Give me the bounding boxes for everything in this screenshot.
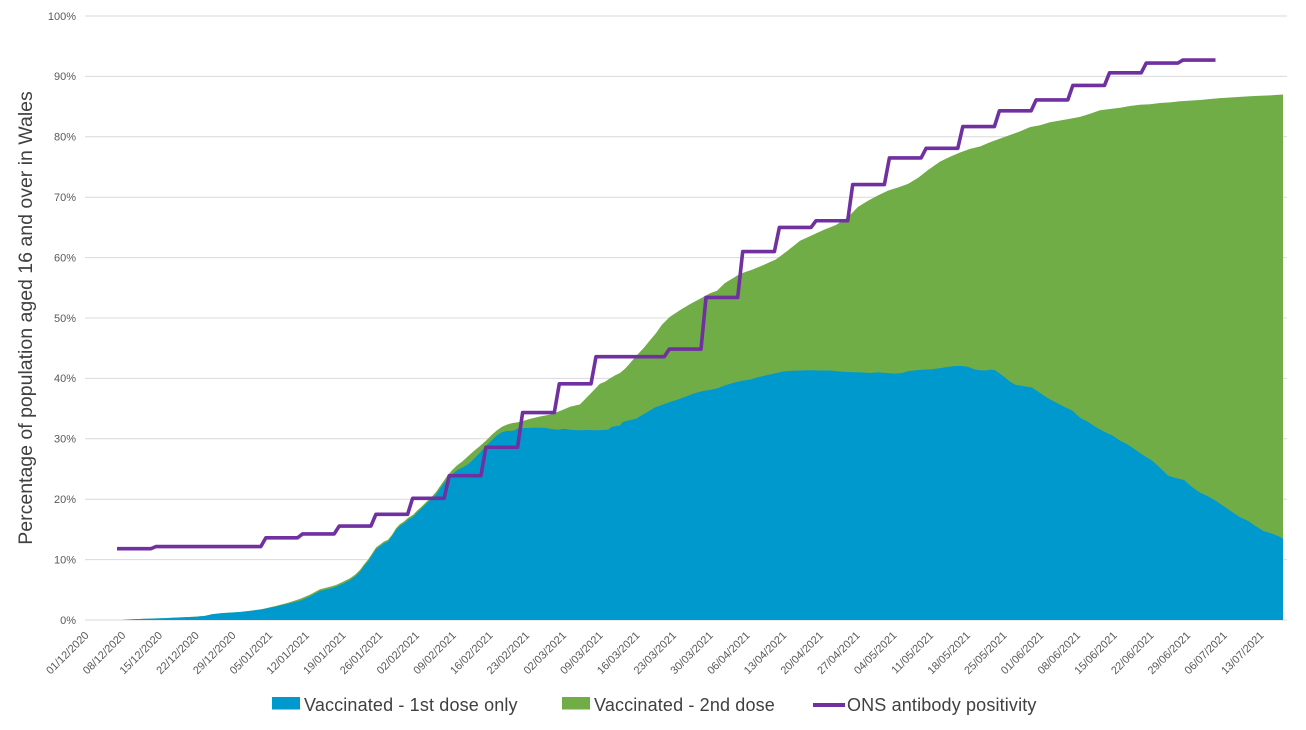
- svg-text:ONS antibody positivity: ONS antibody positivity: [847, 695, 1037, 715]
- svg-text:30%: 30%: [54, 434, 76, 446]
- svg-text:90%: 90%: [54, 71, 76, 83]
- svg-text:Vaccinated - 1st dose only: Vaccinated - 1st dose only: [304, 695, 518, 715]
- svg-text:Vaccinated - 2nd dose: Vaccinated - 2nd dose: [594, 695, 775, 715]
- svg-text:40%: 40%: [54, 373, 76, 385]
- svg-text:60%: 60%: [54, 252, 76, 264]
- svg-text:80%: 80%: [54, 132, 76, 144]
- svg-text:10%: 10%: [54, 554, 76, 566]
- svg-text:70%: 70%: [54, 192, 76, 204]
- svg-text:Percentage of population aged: Percentage of population aged 16 and ove…: [15, 91, 37, 545]
- svg-text:100%: 100%: [48, 11, 76, 23]
- svg-text:20%: 20%: [54, 494, 76, 506]
- svg-text:0%: 0%: [60, 615, 76, 627]
- svg-text:50%: 50%: [54, 313, 76, 325]
